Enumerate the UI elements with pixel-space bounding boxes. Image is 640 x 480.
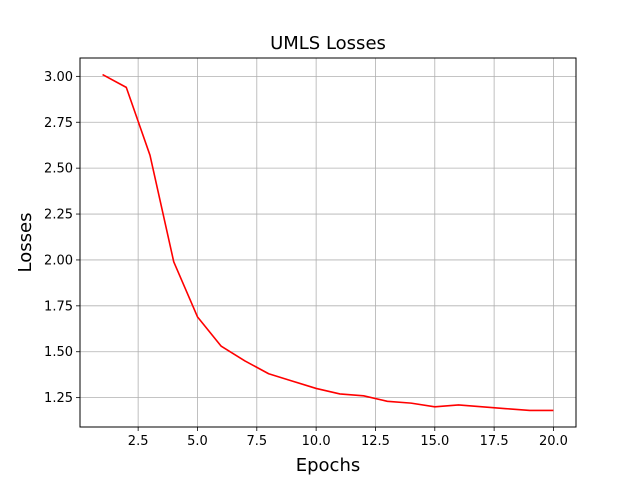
x-tick-label: 15.0 [420,434,449,449]
y-axis-label: Losses [15,213,36,273]
loss-series-line [102,73,554,412]
x-axis-ticks: 2.5 5.0 7.5 10.0 12.5 15.0 17.5 20.0 [128,427,568,449]
plot-frame [79,57,577,428]
x-tick-label: 20.0 [539,434,568,449]
x-tick-label: 17.5 [480,434,509,449]
y-tick-label: 1.50 [44,345,73,360]
y-tick-label: 3.00 [44,70,73,85]
grid [80,58,576,427]
y-tick-label: 1.75 [44,299,73,314]
y-tick-label: 2.75 [44,116,73,131]
x-tick-label: 7.5 [246,434,267,449]
x-tick-label: 10.0 [302,434,331,449]
y-axis-ticks: 1.25 1.50 1.75 2.00 2.25 2.50 2.75 3.00 [44,70,80,406]
x-axis-label: Epochs [296,455,361,476]
x-tick-label: 12.5 [361,434,390,449]
y-tick-label: 1.25 [44,391,73,406]
x-tick-label: 5.0 [187,434,208,449]
x-tick-label: 2.5 [128,434,149,449]
series-layer [102,73,554,412]
y-tick-label: 2.50 [44,162,73,177]
y-tick-label: 2.00 [44,253,73,268]
y-tick-label: 2.25 [44,208,73,223]
chart-title: UMLS Losses [270,33,386,54]
